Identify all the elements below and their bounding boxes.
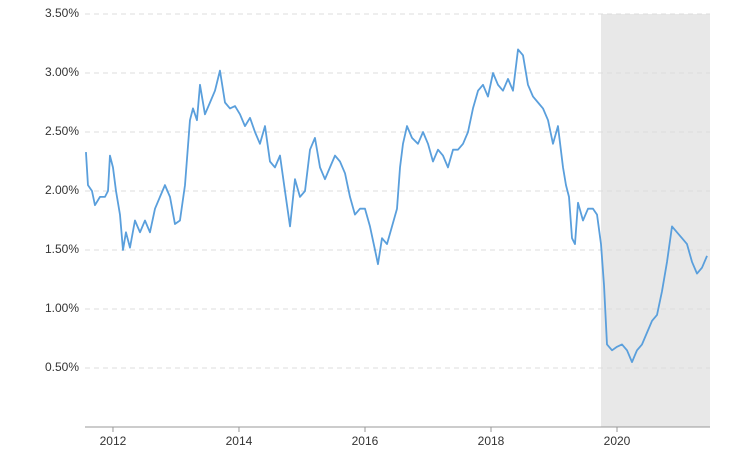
x-tick-label: 2012 xyxy=(100,434,127,448)
x-tick-label: 2016 xyxy=(352,434,379,448)
y-tick-label: 0.50% xyxy=(45,360,79,374)
line-series xyxy=(85,48,708,363)
x-tick-label: 2014 xyxy=(226,434,253,448)
shaded-region xyxy=(601,14,710,427)
y-tick-label: 3.00% xyxy=(45,65,79,79)
x-tick-label: 2020 xyxy=(604,434,631,448)
y-tick-label: 3.50% xyxy=(45,6,79,20)
y-tick-label: 2.00% xyxy=(45,183,79,197)
y-tick-label: 1.00% xyxy=(45,301,79,315)
y-tick-label: 1.50% xyxy=(45,242,79,256)
x-tick-label: 2018 xyxy=(478,434,505,448)
y-tick-label: 2.50% xyxy=(45,124,79,138)
